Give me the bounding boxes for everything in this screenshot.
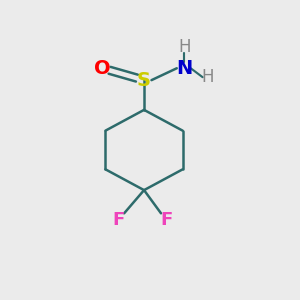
Text: F: F: [160, 211, 172, 229]
Text: H: H: [202, 68, 214, 86]
Text: O: O: [94, 59, 111, 78]
Text: N: N: [176, 59, 192, 78]
Text: F: F: [113, 211, 125, 229]
Text: S: S: [137, 71, 151, 90]
Text: H: H: [178, 38, 190, 56]
